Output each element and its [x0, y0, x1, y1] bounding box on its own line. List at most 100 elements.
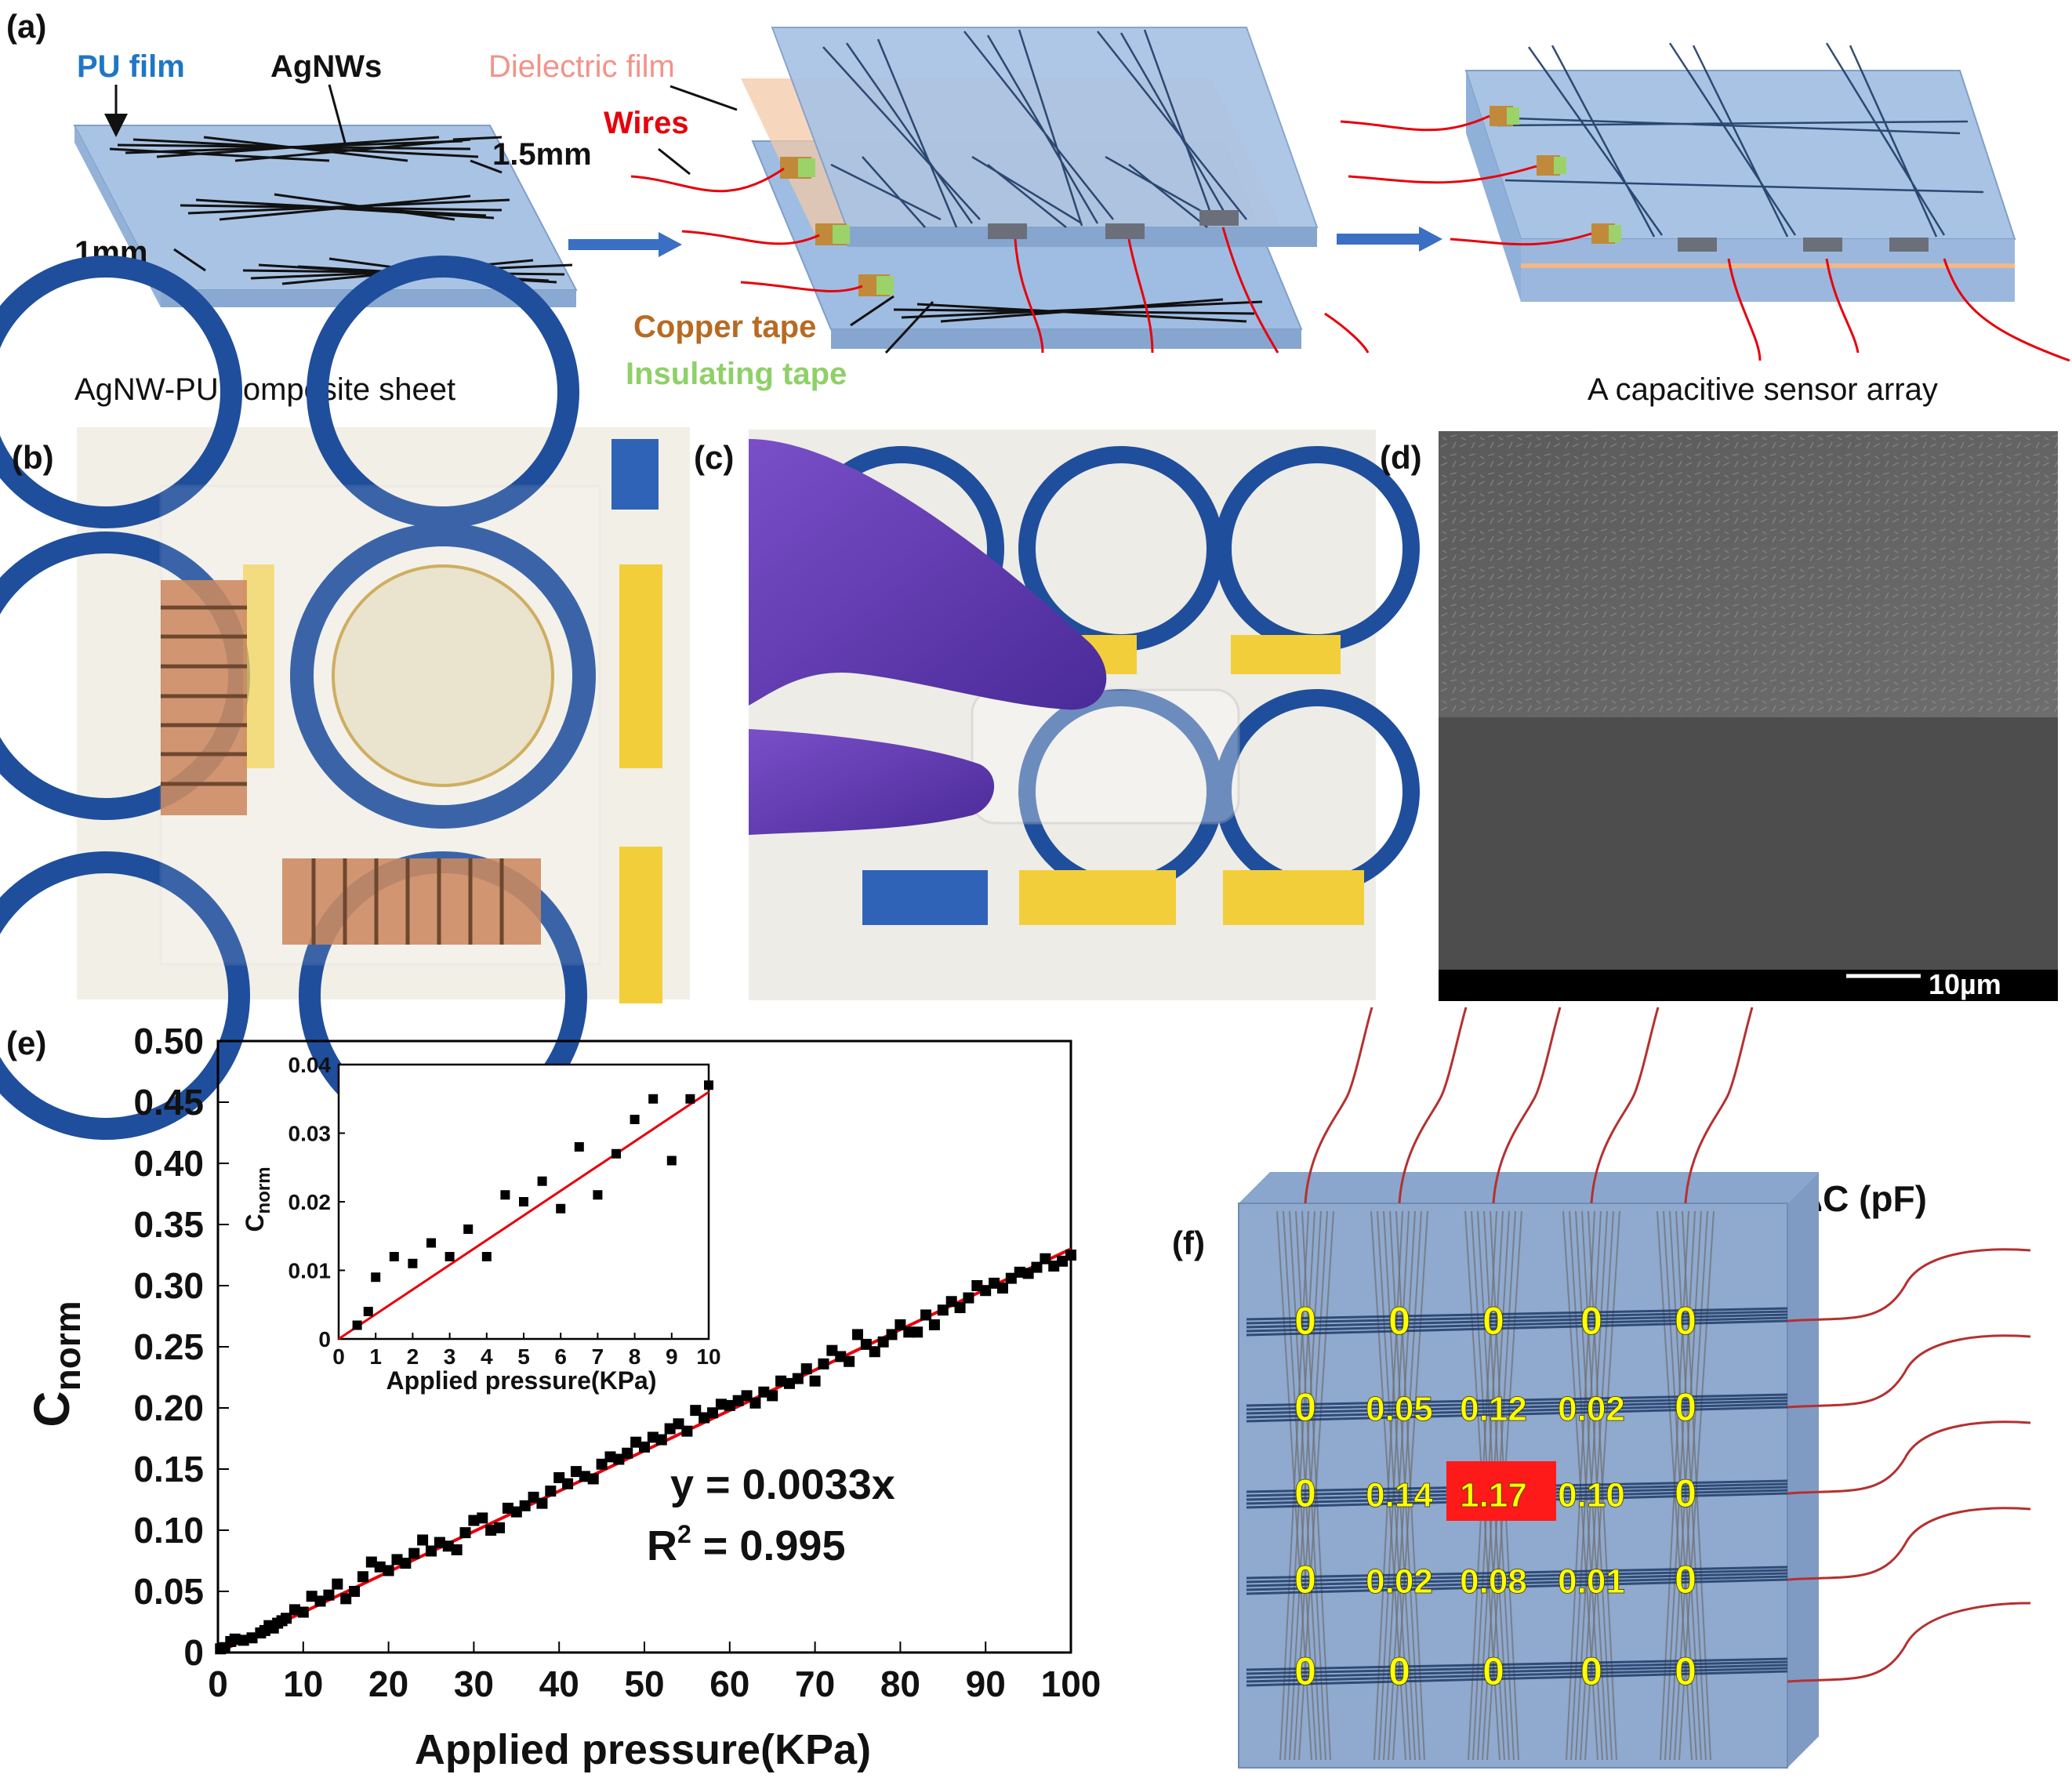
data-point	[537, 1176, 547, 1186]
row-nanowire	[1246, 1307, 1788, 1321]
data-point	[1057, 1255, 1069, 1267]
fit-line	[338, 1090, 709, 1341]
dim-line-arrow	[452, 136, 503, 174]
data-point	[400, 1558, 412, 1569]
sem-image-bottom	[1439, 717, 2058, 970]
column-nanowire	[1392, 1210, 1428, 1761]
data-point	[246, 1632, 258, 1644]
dim-line-label: 1.5mm	[492, 137, 592, 172]
y-tick-label: 0.04	[288, 1053, 332, 1077]
column-wires	[1304, 1007, 1754, 1204]
column-nanowire	[1388, 1210, 1422, 1761]
copper-tape-label: Copper tape	[633, 310, 816, 344]
data-point	[477, 1512, 488, 1524]
x-tick-label: 40	[539, 1663, 579, 1704]
data-point	[570, 1466, 582, 1478]
data-point	[690, 1405, 702, 1417]
data-point	[451, 1544, 463, 1555]
data-point	[459, 1527, 471, 1539]
inset-ylabel-sub: norm	[253, 1166, 274, 1214]
row-nanowire	[1246, 1572, 1788, 1587]
main-xlabel: Applied pressure(KPa)	[415, 1726, 871, 1773]
data-point	[699, 1412, 710, 1424]
y-tick-label: 0.25	[133, 1326, 204, 1367]
row-nanowire	[1246, 1578, 1788, 1595]
x-tick-label: 1	[369, 1344, 382, 1369]
delta-c-value: 0	[1294, 1299, 1316, 1343]
data-point	[715, 1399, 727, 1410]
y-tick-label: 0	[183, 1632, 204, 1673]
data-point	[574, 1142, 584, 1152]
row-nanowire	[1246, 1393, 1788, 1407]
panel-a-label: (a)	[6, 8, 46, 45]
data-point	[912, 1326, 924, 1338]
panel-d: 10µm (d)	[1380, 431, 2058, 1001]
data-point	[365, 1556, 377, 1568]
inset-scatter-points	[352, 1080, 713, 1330]
dielectric-arrow	[669, 85, 738, 111]
row-nanowire	[1246, 1399, 1788, 1415]
x-tick-label: 10	[696, 1344, 720, 1369]
data-point	[741, 1390, 753, 1402]
data-point	[860, 1338, 872, 1350]
data-point	[352, 1320, 362, 1330]
data-point	[989, 1277, 1000, 1289]
data-point	[357, 1571, 368, 1583]
row-nanowire	[1246, 1663, 1788, 1679]
data-point	[238, 1634, 249, 1646]
panel-d-label: (d)	[1380, 439, 1422, 476]
dim-gap-arrow	[173, 248, 206, 272]
data-point	[611, 1148, 621, 1159]
y-tick-label: 0	[318, 1327, 331, 1351]
data-point	[852, 1329, 863, 1341]
panel-b: (b)	[0, 256, 690, 1140]
row-wires	[1787, 1248, 2031, 1683]
sensor-array-caption: A capacitive sensor array	[1588, 372, 1938, 407]
row-nanowire	[1246, 1670, 1788, 1687]
data-point	[363, 1307, 373, 1316]
x-tick-label: 0	[332, 1344, 345, 1369]
data-point	[340, 1593, 352, 1605]
pu-film-label: PU film	[77, 49, 185, 84]
r-squared: R2 = 0.995	[647, 1520, 845, 1569]
data-point	[500, 1190, 510, 1200]
delta-c-value: 0	[1580, 1649, 1602, 1693]
agnws-arrow	[328, 84, 347, 143]
assembled-sensor-array	[1340, 42, 2070, 362]
data-point	[809, 1375, 821, 1387]
data-point	[519, 1500, 531, 1511]
column-nanowire	[1383, 1210, 1416, 1761]
data-point	[1005, 1272, 1017, 1284]
data-point	[417, 1534, 429, 1546]
data-point	[818, 1358, 829, 1370]
data-point	[666, 1156, 677, 1166]
row-nanowire	[1246, 1316, 1788, 1333]
y-tick-label: 0.10	[133, 1510, 204, 1551]
ylabel-main: C	[24, 1391, 80, 1427]
x-tick-label: 60	[709, 1663, 749, 1704]
data-point	[297, 1606, 309, 1618]
data-point	[556, 1203, 566, 1214]
data-point	[783, 1377, 795, 1389]
data-point	[579, 1471, 590, 1482]
delta-c-value: 0.08	[1460, 1562, 1527, 1601]
data-point	[681, 1425, 693, 1437]
main-axis-ticks: 0 10 20 30 40 50 60 70 80 90 10000.050.100.150.200…	[133, 1021, 1101, 1704]
y-tick-label: 0.05	[133, 1571, 204, 1612]
data-point	[408, 1258, 418, 1268]
panel-f: (f) ΔC (pF) 0 0 0 0 00 0.05 0.12 0.02 00 0.14 1.17…	[1172, 1007, 2031, 1769]
data-point	[349, 1586, 361, 1597]
panel-e-label: (e)	[6, 1025, 46, 1061]
data-point	[894, 1319, 906, 1330]
data-point	[604, 1451, 616, 1463]
x-tick-label: 90	[966, 1663, 1006, 1704]
data-point	[954, 1302, 966, 1314]
row-nanowire	[1246, 1660, 1788, 1675]
row-nanowire	[1246, 1319, 1788, 1337]
delta-c-value: 0	[1675, 1385, 1696, 1429]
wire-lines	[630, 167, 1370, 354]
x-tick-label: 0	[208, 1663, 228, 1704]
panel-b-label: (b)	[12, 439, 54, 476]
highlight-cell	[1446, 1461, 1556, 1521]
